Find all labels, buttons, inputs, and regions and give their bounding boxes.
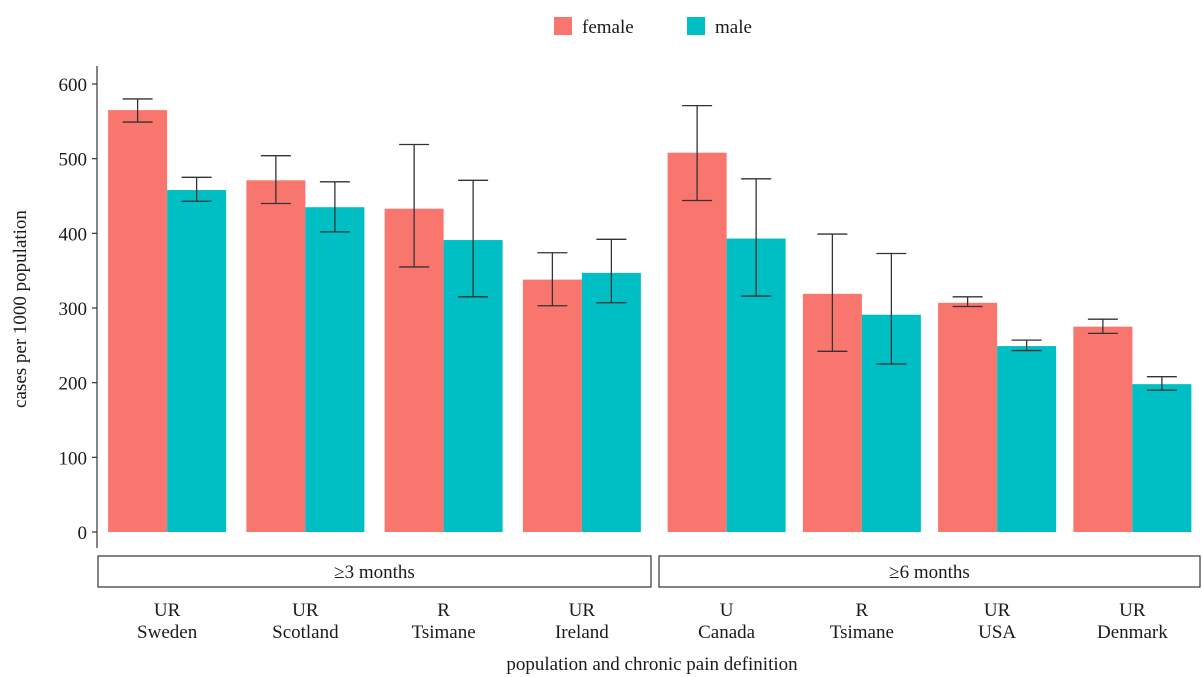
legend-swatch-male [687, 17, 705, 35]
x-tick-label-line1: R [437, 600, 450, 621]
x-tick-label-line2: Canada [698, 622, 756, 643]
facet-strip [97, 555, 652, 588]
bar-female [667, 152, 727, 532]
x-tick-label-line2: USA [978, 622, 1016, 643]
x-tick-label-line2: Tsimane [412, 622, 476, 643]
legend-label-female: female [582, 17, 634, 38]
x-tick-label-line1: UR [154, 600, 181, 621]
y-axis-title: cases per 1000 population [10, 210, 31, 408]
x-tick-label-line2: Sweden [137, 622, 198, 643]
bar-male [305, 207, 365, 532]
y-tick-label: 500 [59, 150, 88, 171]
x-tick-label-line1: UR [984, 600, 1011, 621]
x-tick-label-line2: Denmark [1097, 622, 1168, 643]
bar-male [1132, 384, 1192, 532]
x-tick-label-line1: UR [1119, 600, 1146, 621]
y-tick-label: 300 [59, 299, 88, 320]
y-ticks: 0 100 200 300 400 500 600 [59, 75, 97, 544]
legend-label-male: male [715, 17, 752, 38]
error-bars [122, 98, 1177, 391]
x-tick-label-line2: Tsimane [830, 622, 894, 643]
x-tick-label-line2: Scotland [272, 622, 339, 643]
facet-strip [658, 555, 1201, 588]
x-tick-label-line1: UR [292, 600, 319, 621]
x-tick-label-line1: UR [569, 600, 596, 621]
bar-female [246, 180, 306, 532]
y-tick-label: 400 [59, 224, 88, 245]
legend: female male [554, 17, 752, 38]
bar-female [522, 279, 582, 532]
bar-female [108, 110, 168, 532]
y-tick-label: 100 [59, 448, 88, 469]
y-tick-label: 200 [59, 374, 88, 395]
bar-female [1073, 326, 1133, 532]
bar-female [938, 302, 998, 532]
x-axis-title: population and chronic pain definition [506, 654, 798, 675]
y-tick-label: 600 [59, 75, 88, 96]
bar-male [997, 346, 1057, 532]
facet-label: ≥6 months [889, 562, 970, 583]
x-tick-labels: URSwedenURScotlandRTsimaneURIrelandUCana… [137, 600, 1168, 643]
bars [108, 110, 1192, 532]
legend-swatch-female [554, 17, 572, 35]
bar-male [167, 190, 227, 532]
y-tick-label: 0 [78, 523, 88, 544]
x-tick-label-line2: Ireland [555, 622, 609, 643]
facet-label: ≥3 months [334, 562, 415, 583]
x-tick-label-line1: R [856, 600, 869, 621]
bar-male [581, 272, 641, 532]
x-tick-label-line1: U [720, 600, 734, 621]
facet-strips: ≥3 months ≥6 months [97, 555, 1201, 588]
